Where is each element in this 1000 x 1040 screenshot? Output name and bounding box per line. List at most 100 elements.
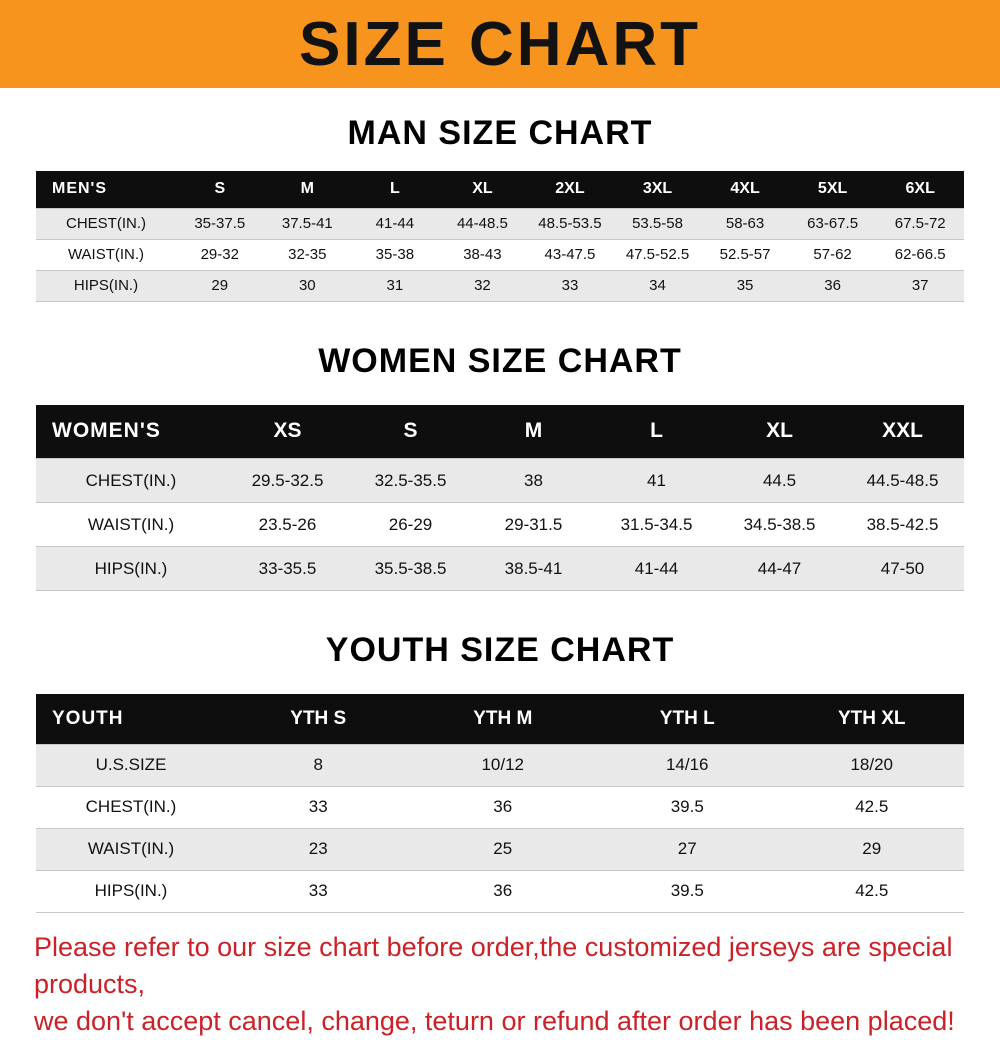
table-cell: 14/16 bbox=[595, 744, 780, 786]
column-header: YTH S bbox=[226, 694, 411, 744]
table-cell: 44-47 bbox=[718, 547, 841, 591]
table-cell: 34.5-38.5 bbox=[718, 503, 841, 547]
column-header: L bbox=[595, 405, 718, 459]
section-title-women: WOMEN SIZE CHART bbox=[0, 342, 1000, 381]
column-header: 2XL bbox=[526, 171, 614, 208]
table-cell: 47.5-52.5 bbox=[614, 239, 702, 270]
table-cell: 38.5-41 bbox=[472, 547, 595, 591]
table-cell: 52.5-57 bbox=[701, 239, 789, 270]
table-cell: 44.5 bbox=[718, 459, 841, 503]
table-cell: 32-35 bbox=[264, 239, 352, 270]
table-cell: 31 bbox=[351, 270, 439, 301]
table-cell: 33 bbox=[226, 786, 411, 828]
table-cell: 33-35.5 bbox=[226, 547, 349, 591]
row-label: HIPS(IN.) bbox=[36, 870, 226, 912]
table-cell: 29-31.5 bbox=[472, 503, 595, 547]
column-header: 5XL bbox=[789, 171, 877, 208]
table-cell: 34 bbox=[614, 270, 702, 301]
table-cell: 41-44 bbox=[595, 547, 718, 591]
table-cell: 39.5 bbox=[595, 786, 780, 828]
column-header: YTH M bbox=[411, 694, 596, 744]
notice-line-1: Please refer to our size chart before or… bbox=[34, 929, 984, 1004]
table-cell: 29 bbox=[780, 828, 965, 870]
table-cell: 39.5 bbox=[595, 870, 780, 912]
table-cell: 42.5 bbox=[780, 870, 965, 912]
row-label: HIPS(IN.) bbox=[36, 270, 176, 301]
table-cell: 37 bbox=[876, 270, 964, 301]
table-cell: 38-43 bbox=[439, 239, 527, 270]
column-header: 6XL bbox=[876, 171, 964, 208]
column-header: 4XL bbox=[701, 171, 789, 208]
table-header-label: YOUTH bbox=[36, 694, 226, 744]
column-header: XL bbox=[718, 405, 841, 459]
column-header: YTH L bbox=[595, 694, 780, 744]
page-title: SIZE CHART bbox=[299, 9, 701, 80]
table-cell: 43-47.5 bbox=[526, 239, 614, 270]
table-cell: 36 bbox=[411, 870, 596, 912]
table-cell: 30 bbox=[264, 270, 352, 301]
table-cell: 38 bbox=[472, 459, 595, 503]
table-cell: 47-50 bbox=[841, 547, 964, 591]
table-cell: 33 bbox=[226, 870, 411, 912]
footer-notice: Please refer to our size chart before or… bbox=[34, 929, 984, 1040]
table-header-label: WOMEN'S bbox=[36, 405, 226, 459]
table-cell: 10/12 bbox=[411, 744, 596, 786]
column-header: 3XL bbox=[614, 171, 702, 208]
column-header: XXL bbox=[841, 405, 964, 459]
table-cell: 42.5 bbox=[780, 786, 965, 828]
table-cell: 53.5-58 bbox=[614, 208, 702, 239]
column-header: YTH XL bbox=[780, 694, 965, 744]
table-cell: 48.5-53.5 bbox=[526, 208, 614, 239]
table-cell: 23.5-26 bbox=[226, 503, 349, 547]
row-label: WAIST(IN.) bbox=[36, 503, 226, 547]
row-label: U.S.SIZE bbox=[36, 744, 226, 786]
row-label: CHEST(IN.) bbox=[36, 208, 176, 239]
table-cell: 29-32 bbox=[176, 239, 264, 270]
table-cell: 32 bbox=[439, 270, 527, 301]
table-cell: 44-48.5 bbox=[439, 208, 527, 239]
table-cell: 26-29 bbox=[349, 503, 472, 547]
table-cell: 41 bbox=[595, 459, 718, 503]
table-cell: 63-67.5 bbox=[789, 208, 877, 239]
column-header: XL bbox=[439, 171, 527, 208]
section-title-youth: YOUTH SIZE CHART bbox=[0, 631, 1000, 670]
column-header: S bbox=[349, 405, 472, 459]
table-cell: 33 bbox=[526, 270, 614, 301]
table-cell: 36 bbox=[411, 786, 596, 828]
table-cell: 35 bbox=[701, 270, 789, 301]
table-cell: 29.5-32.5 bbox=[226, 459, 349, 503]
section-title-men: MAN SIZE CHART bbox=[0, 114, 1000, 153]
table-cell: 57-62 bbox=[789, 239, 877, 270]
table-cell: 38.5-42.5 bbox=[841, 503, 964, 547]
row-label: WAIST(IN.) bbox=[36, 828, 226, 870]
column-header: M bbox=[264, 171, 352, 208]
row-label: WAIST(IN.) bbox=[36, 239, 176, 270]
table-cell: 36 bbox=[789, 270, 877, 301]
column-header: S bbox=[176, 171, 264, 208]
banner: SIZE CHART bbox=[0, 0, 1000, 88]
table-cell: 44.5-48.5 bbox=[841, 459, 964, 503]
table-cell: 27 bbox=[595, 828, 780, 870]
row-label: CHEST(IN.) bbox=[36, 786, 226, 828]
table-cell: 18/20 bbox=[780, 744, 965, 786]
table-header-label: MEN'S bbox=[36, 171, 176, 208]
table-cell: 8 bbox=[226, 744, 411, 786]
notice-line-2: we don't accept cancel, change, teturn o… bbox=[34, 1003, 984, 1040]
column-header: L bbox=[351, 171, 439, 208]
